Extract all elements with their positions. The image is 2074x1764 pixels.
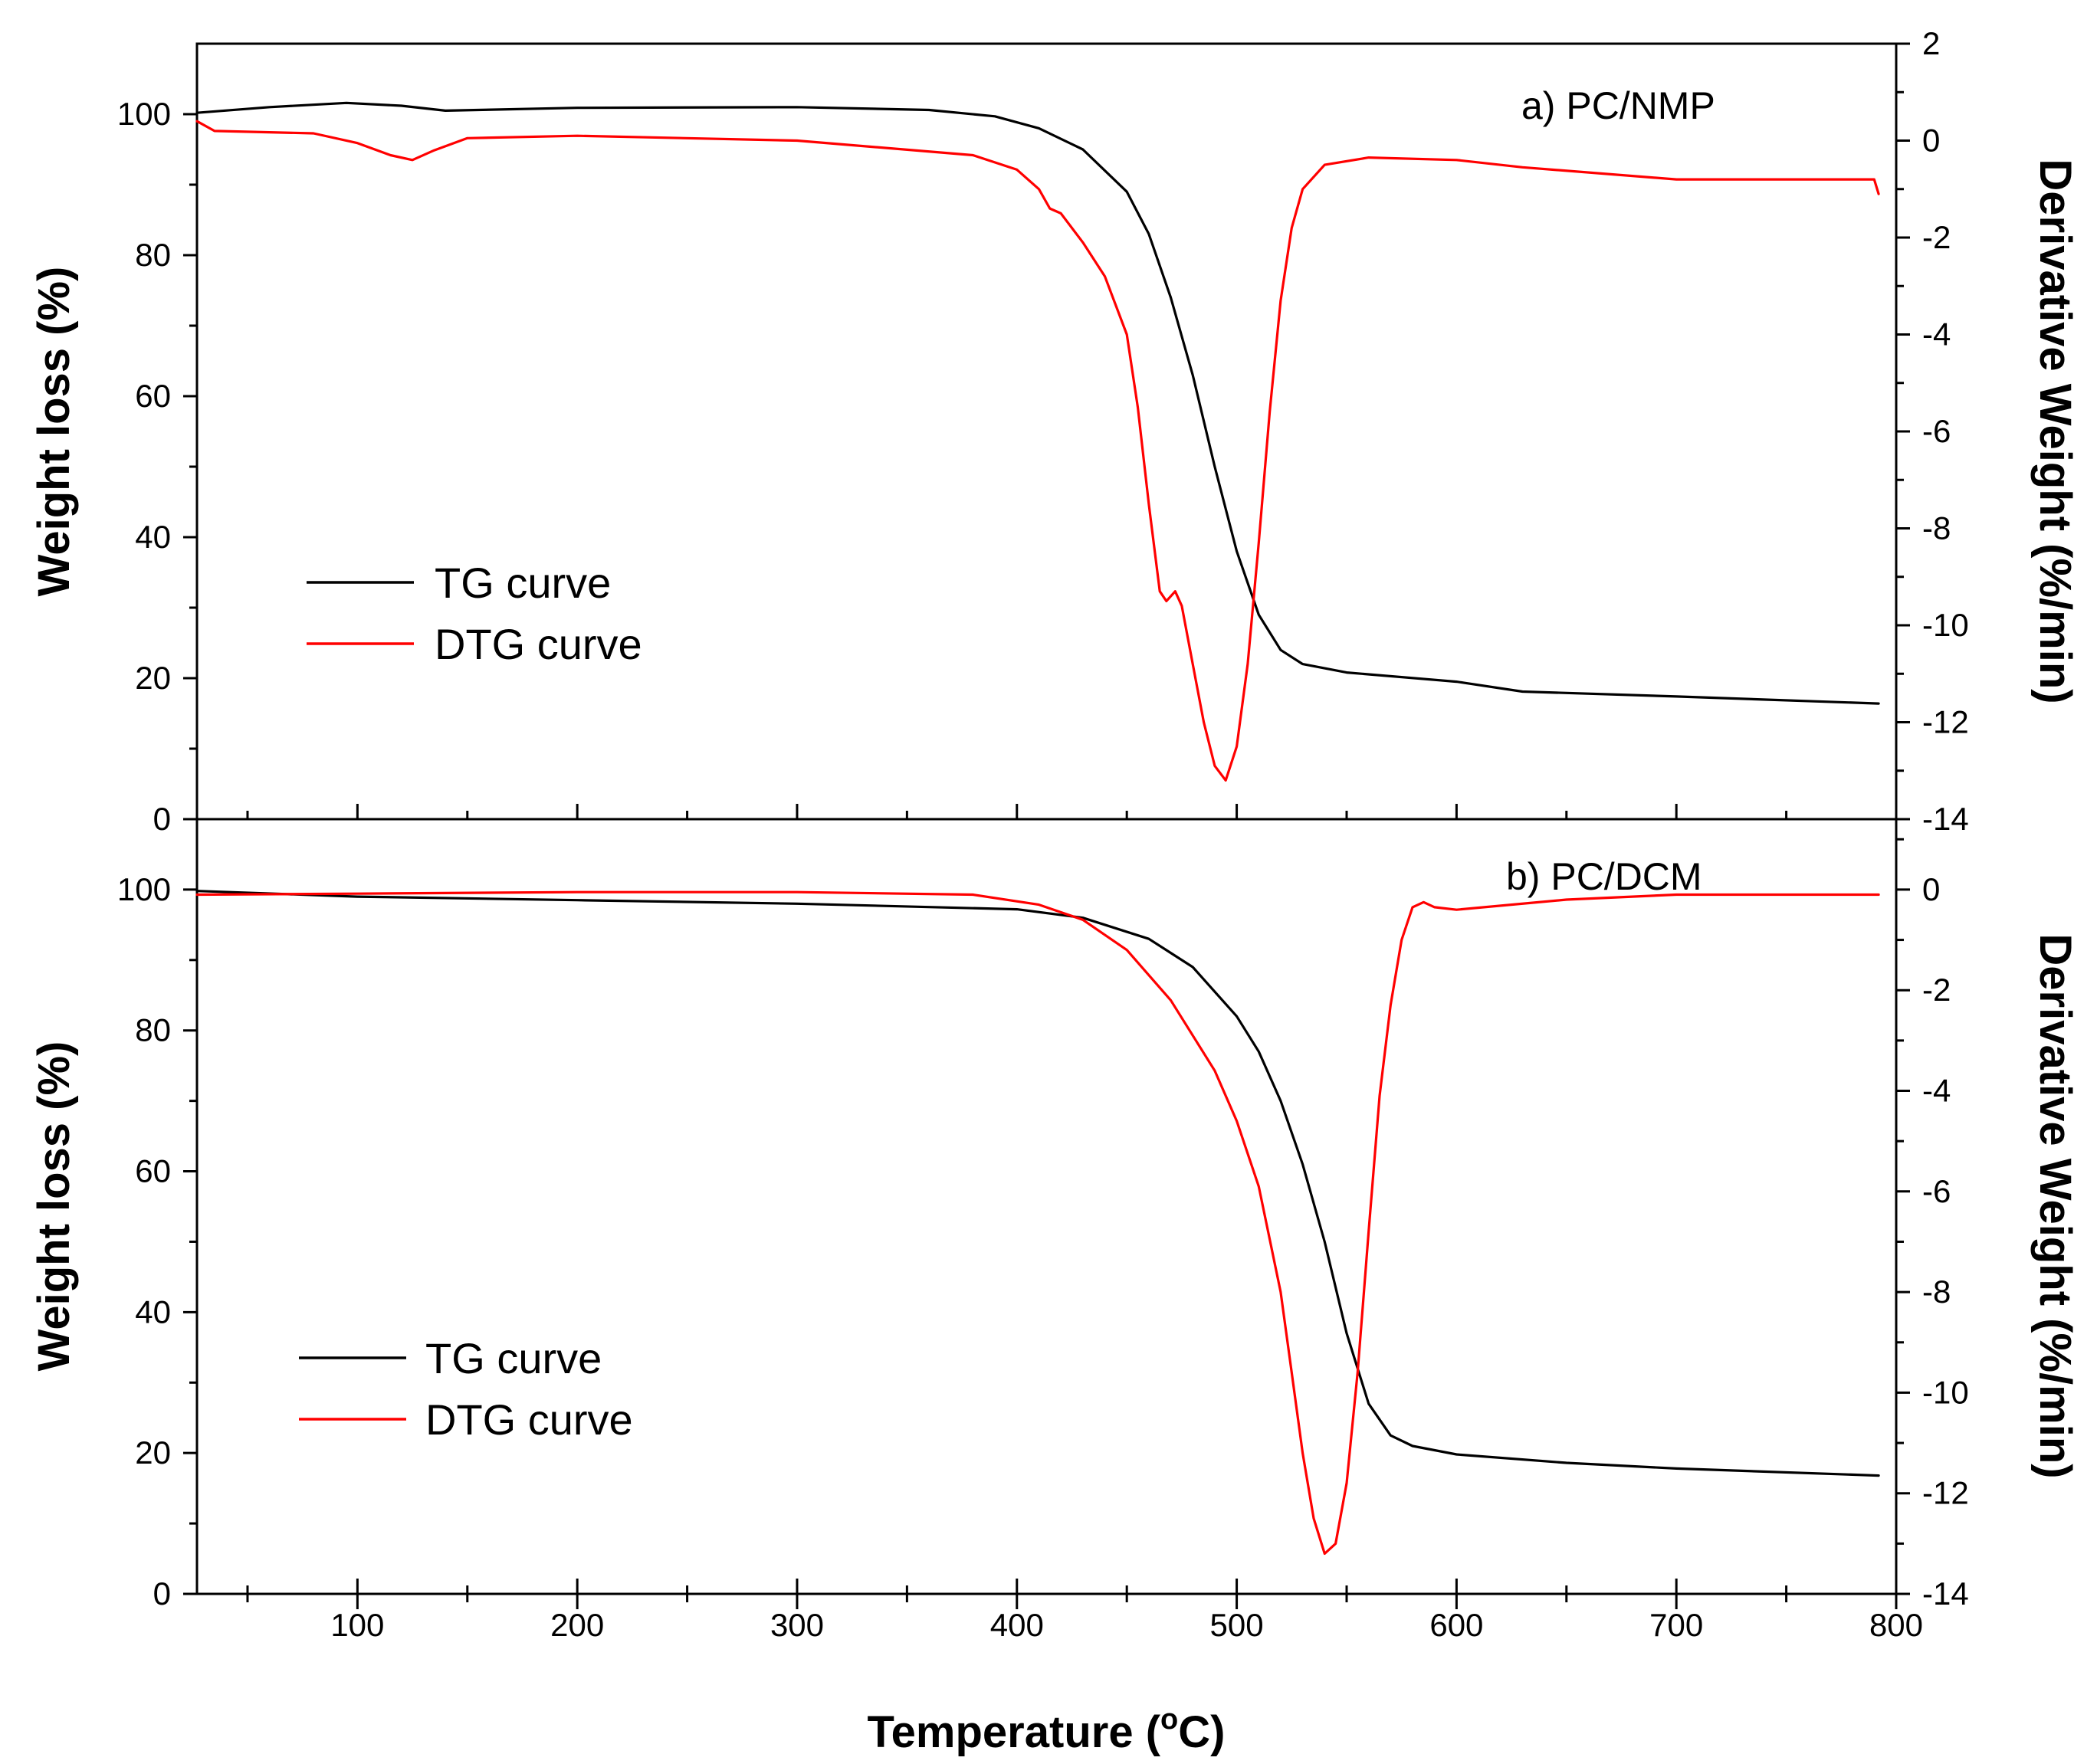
panel-a-left-tick-label: 40: [135, 519, 171, 555]
panel-a-right-tick-label: -12: [1922, 704, 1969, 740]
legend-a-tg-label: TG curve: [435, 559, 611, 607]
x-axis-title-degree: o: [1160, 1703, 1178, 1736]
panel-b-right-tick-label: -6: [1922, 1173, 1951, 1209]
panel-b-right-tick-label: -10: [1922, 1374, 1969, 1410]
panel-a-left-axis-title: Weight loss (%): [29, 267, 79, 597]
x-axis-title-unit: C): [1178, 1707, 1225, 1757]
x-tick-label: 800: [1869, 1607, 1923, 1643]
panel-a-frame: [195, 42, 1898, 821]
panel-b-right-tick-label: -8: [1922, 1274, 1951, 1310]
legend-b-tg-label: TG curve: [425, 1334, 602, 1382]
legend-b-dtg-label: DTG curve: [425, 1395, 633, 1444]
panel-b-right-axis-title: Derivative Weight (%/min): [2030, 933, 2074, 1478]
panel-a-right-tick-label: 2: [1922, 25, 1940, 61]
panel-b-right-tick-label: -12: [1922, 1475, 1969, 1511]
panel-b-label: b) PC/DCM: [1506, 855, 1702, 898]
panel-a-left-tick-label: 60: [135, 378, 171, 414]
panel-a-label: a) PC/NMP: [1521, 84, 1715, 127]
panel-a-right-axis-title: Derivative Weight (%/min): [2030, 159, 2074, 703]
panel-a-dtg-curve: [195, 120, 1880, 782]
x-tick-label: 300: [770, 1607, 824, 1643]
panel-a-right-tick-label: -8: [1922, 510, 1951, 546]
x-tick-label: 200: [550, 1607, 604, 1643]
data-curves: [195, 101, 1880, 1556]
panel-b-left-tick-label: 0: [153, 1575, 171, 1612]
panel-a-right-tick-label: -14: [1922, 801, 1969, 837]
panel-a-right-tick-label: -4: [1922, 316, 1951, 352]
panel-a-right-tick-label: -6: [1922, 413, 1951, 449]
panel-b-dtg-curve: [195, 890, 1880, 1556]
x-axis-title-main: Temperature (: [868, 1707, 1161, 1757]
panel-a-tg-curve: [195, 101, 1880, 705]
panel-a-right-tick-label: -10: [1922, 607, 1969, 643]
panel-a-right-tick-label: -2: [1922, 219, 1951, 255]
legend-a-dtg-label: DTG curve: [435, 620, 642, 668]
panel-a-left-tick-label: 80: [135, 237, 171, 273]
x-axis-title: Temperature (oC): [868, 1703, 1226, 1757]
x-tick-label: 400: [990, 1607, 1044, 1643]
panel-b-right-tick-label: 0: [1922, 871, 1940, 907]
panel-a-right-tick-label: 0: [1922, 123, 1940, 159]
panel-b-left-tick-label: 80: [135, 1012, 171, 1048]
x-tick-label: 500: [1210, 1607, 1264, 1643]
axis-ticks: 020406080100-14-12-10-8-6-4-202020406080…: [117, 25, 1969, 1643]
panel-b-left-tick-label: 100: [117, 871, 171, 907]
panel-b-left-tick-label: 60: [135, 1153, 171, 1189]
x-tick-label: 700: [1649, 1607, 1703, 1643]
panel-b-left-axis-title: Weight loss (%): [29, 1041, 79, 1372]
x-tick-label: 100: [330, 1607, 384, 1643]
panel-b-tg-curve: [195, 890, 1880, 1477]
panel-a-left-tick-label: 0: [153, 801, 171, 837]
x-tick-label: 600: [1429, 1607, 1483, 1643]
panel-a-left-tick-label: 100: [117, 96, 171, 132]
panel-b-left-tick-label: 40: [135, 1293, 171, 1330]
panel-b-right-tick-label: -2: [1922, 972, 1951, 1008]
panel-b-left-tick-label: 20: [135, 1434, 171, 1471]
panel-b-right-tick-label: -14: [1922, 1575, 1969, 1612]
panel-b-right-tick-label: -4: [1922, 1073, 1951, 1109]
panel-a-left-tick-label: 20: [135, 660, 171, 696]
panel-b-frame: [195, 818, 1898, 1595]
